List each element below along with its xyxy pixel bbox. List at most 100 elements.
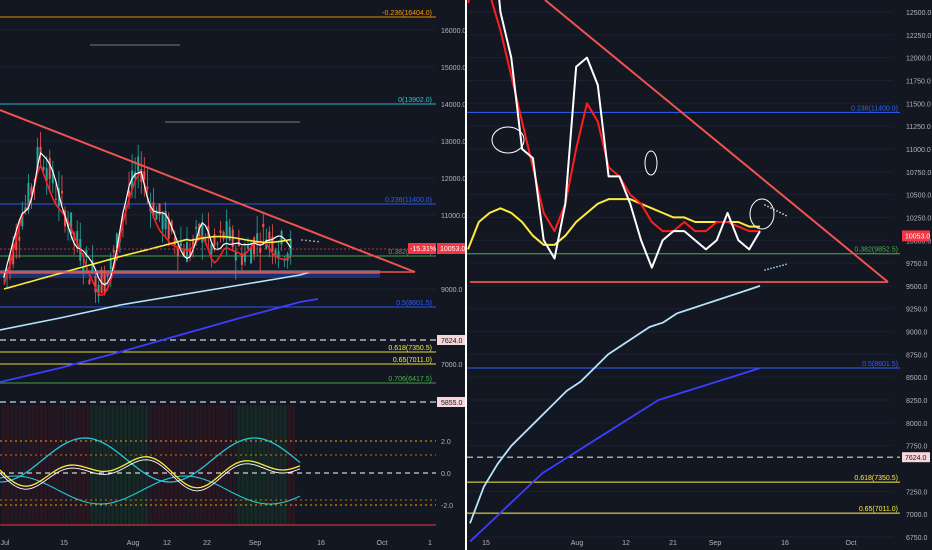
right-y-tick: 12500.0 (906, 10, 931, 17)
candle-body (134, 171, 137, 179)
oscillator-histogram (199, 405, 203, 525)
projection-dot (782, 264, 784, 267)
right-y-tick: 12000.0 (906, 56, 931, 63)
candle-body (234, 250, 237, 261)
oscillator-histogram (283, 405, 287, 525)
candle-body (167, 217, 170, 239)
oscillator-histogram (178, 405, 182, 525)
candle-body (51, 169, 54, 184)
level-badge-label: 7624.0 (905, 455, 927, 462)
right-y-tick: 7750.0 (906, 444, 928, 451)
oscillator-histogram (233, 405, 237, 525)
candle-body (277, 251, 280, 258)
left-y-tick: 13000.0 (441, 139, 466, 146)
right-y-tick: 9000.0 (906, 330, 928, 337)
change-badge (408, 243, 436, 254)
candle-body (109, 258, 112, 269)
price-badge (902, 230, 930, 242)
right-y-tick: 9750.0 (906, 261, 928, 268)
oscillator-histogram (144, 405, 148, 525)
ma-blue-line (0, 298, 319, 383)
oscillator-histogram (27, 405, 31, 525)
oscillator-histogram (10, 405, 14, 525)
projection-dot (301, 239, 303, 241)
oscillator-histogram (81, 405, 85, 525)
left-y-tick: 9000.0 (441, 287, 463, 294)
oscillator-histogram (275, 405, 279, 525)
annotation-circle (491, 126, 525, 154)
candle-body (106, 273, 109, 277)
ma-lightblue-line (0, 271, 311, 331)
oscillator-histogram (153, 405, 157, 525)
candle-body (21, 215, 24, 227)
oscillator-y-tick: 0.0 (441, 471, 451, 478)
change-label: -15.31% (410, 246, 436, 253)
oscillator-histogram (157, 405, 161, 525)
candle-body (179, 242, 182, 246)
candle-body (201, 223, 204, 243)
oscillator-cyan-line-2 (0, 475, 301, 505)
candle-body (103, 273, 106, 293)
right-y-tick: 11000.0 (906, 147, 931, 154)
oscillator-y-tick: -2.0 (441, 503, 453, 510)
price-badge (437, 243, 466, 254)
candle-body (88, 279, 91, 285)
candle-body (27, 182, 30, 211)
candle-body (243, 252, 246, 262)
left-x-tick: 1 (428, 540, 432, 547)
oscillator-histogram (119, 405, 123, 525)
oscillator-histogram (31, 405, 35, 525)
right-x-tick: Aug (571, 540, 584, 547)
oscillator-yellow-line (0, 456, 301, 489)
candle-body (268, 231, 271, 241)
oscillator-histogram (65, 405, 69, 525)
projection-dot (764, 269, 766, 271)
candle-body (231, 229, 234, 248)
candle-body (189, 248, 192, 257)
projection-dot (313, 240, 315, 243)
projection-dot (773, 266, 775, 269)
left-y-tick: 7000.0 (441, 362, 463, 369)
oscillator-white-line (0, 459, 301, 492)
oscillator-histogram (279, 405, 283, 525)
right-y-tick: 11500.0 (906, 101, 931, 108)
oscillator-histogram (212, 405, 216, 525)
projection-dot (317, 240, 319, 243)
projection-dot (767, 205, 769, 208)
candle-body (82, 266, 85, 272)
right-y-tick: 7000.0 (906, 512, 928, 519)
ma-lightblue-line (469, 285, 761, 524)
fib-label: 0.236(11400.0) (851, 105, 898, 112)
oscillator-histogram (287, 405, 291, 525)
candle-body (213, 234, 216, 246)
fib-label: 0.236(11400.0) (385, 197, 432, 204)
right-x-tick: 12 (622, 540, 630, 547)
left-x-tick: Jul (1, 540, 10, 547)
oscillator-histogram (44, 405, 48, 525)
oscillator-cyan-line (0, 437, 301, 483)
oscillator-histogram (90, 405, 94, 525)
candle-body (186, 242, 188, 262)
right-y-tick: 11250.0 (906, 124, 931, 131)
level-badge (902, 452, 930, 463)
candle-body (182, 250, 185, 257)
projection-dot (767, 268, 769, 271)
candle-body (173, 237, 176, 246)
right-y-tick: 8750.0 (906, 352, 928, 359)
oscillator-histogram (245, 405, 249, 525)
candle-body (152, 202, 155, 216)
right-y-tick: 9500.0 (906, 284, 928, 291)
price-label: 10053.0 (905, 233, 930, 240)
candle-body (271, 236, 274, 252)
left-x-tick: 22 (203, 540, 211, 547)
projection-dot (309, 239, 311, 242)
candle-body (195, 226, 198, 229)
oscillator-histogram (258, 405, 262, 525)
oscillator-histogram (220, 405, 224, 525)
ma-yellow-line (467, 198, 760, 250)
right-x-tick: Oct (846, 540, 857, 547)
oscillator-histogram (77, 405, 81, 525)
candle-body (33, 180, 36, 182)
